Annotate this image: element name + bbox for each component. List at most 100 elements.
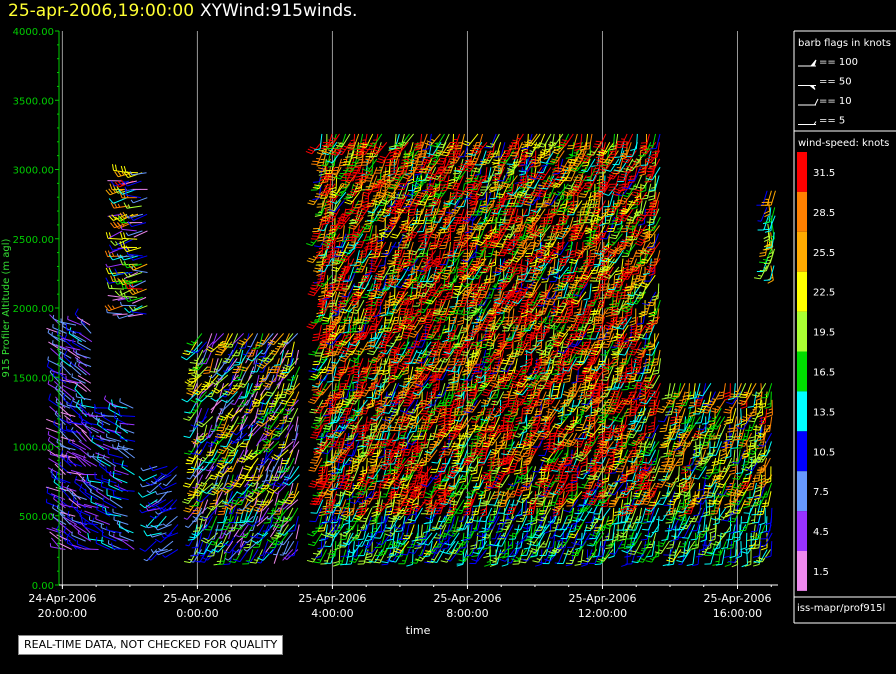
wind-barb <box>117 520 129 533</box>
wind-barb <box>103 444 117 450</box>
wind-barb <box>343 533 358 545</box>
wind-barb <box>295 450 299 464</box>
wind-barb <box>354 250 363 266</box>
wind-barb <box>306 142 322 153</box>
wind-barb <box>598 176 613 188</box>
wind-barb <box>188 483 197 499</box>
wind-barb <box>197 475 213 486</box>
wind-barb <box>108 540 122 549</box>
wind-barb <box>77 507 91 517</box>
wind-barb <box>115 269 133 275</box>
wind-barb <box>489 250 496 267</box>
wind-barb <box>559 292 570 307</box>
wind-barb <box>591 151 599 167</box>
wind-barb <box>362 217 377 229</box>
wind-barb <box>660 416 670 431</box>
wind-barb <box>448 516 458 531</box>
wind-barb <box>309 508 321 522</box>
wind-barb <box>509 525 519 540</box>
wind-barb <box>398 549 409 563</box>
wind-barb <box>113 459 128 466</box>
wind-barb <box>645 525 659 538</box>
wind-barb <box>442 325 449 342</box>
wind-barb <box>217 508 227 523</box>
wind-barb <box>107 309 123 314</box>
wind-barb <box>320 466 328 482</box>
wind-barb <box>202 525 214 539</box>
wind-barb <box>307 525 322 537</box>
wind-barb <box>116 418 128 433</box>
wind-barb <box>524 525 532 541</box>
wind-barb <box>378 259 386 275</box>
wind-barb <box>559 250 568 266</box>
wind-barb <box>607 508 614 525</box>
wind-barb <box>292 425 298 440</box>
wind-barb <box>187 333 202 345</box>
wind-barb <box>218 367 229 380</box>
wind-barb <box>122 461 135 475</box>
wind-barb <box>79 441 91 450</box>
wind-barb <box>155 491 171 494</box>
wind-barb <box>412 466 422 481</box>
wind-barb <box>479 516 487 532</box>
wind-barb <box>226 458 239 472</box>
wind-barb <box>549 483 564 495</box>
wind-barb <box>579 375 587 391</box>
wind-barb <box>691 425 700 441</box>
wind-barb <box>648 416 656 432</box>
wind-barb <box>357 525 367 540</box>
wind-barb <box>108 214 123 216</box>
wind-barb <box>367 525 381 538</box>
wind-barb <box>296 525 299 540</box>
wind-barb <box>567 491 582 503</box>
wind-barb <box>217 441 232 453</box>
wind-barb <box>517 284 532 296</box>
wind-barb <box>113 314 128 315</box>
wind-barb <box>559 533 573 546</box>
wind-barb <box>497 508 505 524</box>
wind-barb <box>427 425 437 440</box>
wind-barb <box>120 212 138 218</box>
wind-barb <box>637 541 646 557</box>
wind-barb <box>205 383 218 396</box>
wind-barb <box>440 541 455 553</box>
wind-barb <box>258 450 268 465</box>
wind-barb <box>432 450 445 463</box>
wind-barb <box>351 400 359 416</box>
wind-barb <box>107 527 122 533</box>
wind-barb <box>457 416 472 428</box>
wind-barb <box>105 305 123 311</box>
wind-barb <box>108 296 123 298</box>
wind-barb <box>551 300 559 316</box>
wind-barb <box>587 250 595 266</box>
wind-barb <box>191 433 207 444</box>
wind-barb <box>77 540 91 549</box>
wind-barb <box>328 541 341 554</box>
wind-barb <box>502 392 509 409</box>
wind-barb <box>84 549 99 550</box>
wind-barb <box>123 246 141 252</box>
wind-barb <box>630 308 636 325</box>
wind-barb <box>314 134 322 150</box>
wind-barb <box>592 275 601 291</box>
wind-barb <box>565 234 572 251</box>
wind-barb <box>486 134 499 147</box>
wind-barb <box>129 306 147 311</box>
wind-barb <box>79 333 91 341</box>
wind-barb <box>185 375 202 385</box>
wind-barb <box>491 441 506 453</box>
wind-barb <box>77 358 91 367</box>
wind-barb <box>53 315 66 325</box>
wind-barb <box>671 525 685 538</box>
wind-barb <box>599 242 614 254</box>
wind-barb <box>114 516 128 524</box>
wind-barb <box>61 412 75 416</box>
wind-barb <box>252 392 267 404</box>
wind-barb <box>210 475 218 489</box>
wind-barb <box>371 142 386 154</box>
wind-barb <box>472 134 482 149</box>
wind-barb <box>569 242 578 258</box>
wind-barb <box>109 231 122 238</box>
wind-barb <box>120 424 134 433</box>
